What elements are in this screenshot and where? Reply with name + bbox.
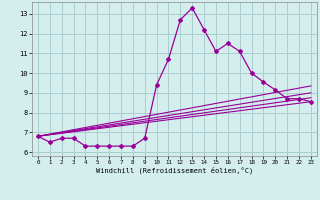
X-axis label: Windchill (Refroidissement éolien,°C): Windchill (Refroidissement éolien,°C) xyxy=(96,167,253,174)
